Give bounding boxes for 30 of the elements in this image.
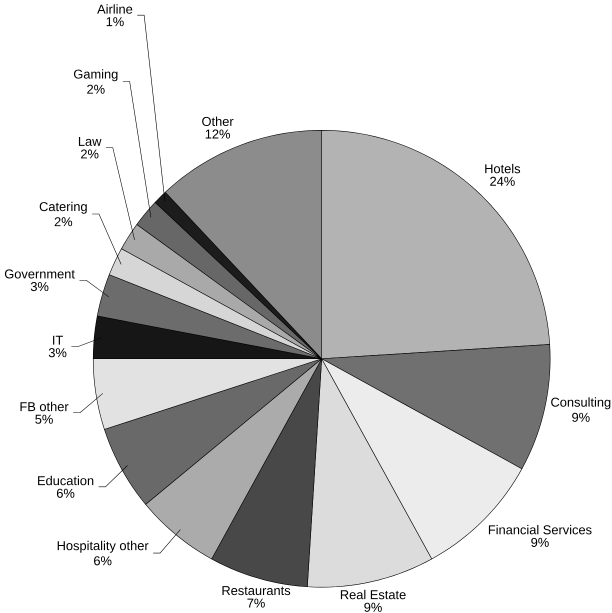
slice-label: Gaming (74, 69, 118, 82)
data-label: 1% (106, 17, 124, 26)
data-label: 9% (364, 602, 382, 612)
data-label: 24% (490, 176, 515, 186)
slice-label: Consulting (551, 397, 610, 410)
slice-label: IT (52, 336, 63, 345)
slice-label: Financial Services (488, 524, 592, 534)
data-label: 3% (48, 348, 66, 358)
data-label: 9% (572, 412, 590, 422)
slice-label: Other (202, 116, 234, 126)
slice-label: Hotels (485, 164, 520, 174)
data-label: 3% (30, 282, 48, 292)
data-label: 2% (87, 84, 104, 94)
data-label: 7% (247, 598, 265, 608)
slice-label: FB other (20, 402, 68, 412)
slice-label: Restaurants (222, 586, 290, 596)
data-label: 5% (35, 414, 53, 424)
slice-label: Law (78, 137, 102, 146)
data-label: 2% (54, 217, 72, 226)
slice-label: Real Estate (340, 590, 406, 600)
slice-label: Government (4, 269, 75, 279)
slice-label: Hospitality other (58, 540, 148, 553)
data-label: 12% (206, 130, 230, 139)
data-label: 2% (80, 149, 98, 158)
data-label: 9% (531, 538, 549, 547)
data-label: 6% (56, 488, 74, 498)
data-label: 6% (94, 556, 112, 566)
slice-label: Catering (40, 202, 87, 214)
slice-label: Education (38, 476, 94, 486)
slice-label: Airline (96, 4, 132, 14)
